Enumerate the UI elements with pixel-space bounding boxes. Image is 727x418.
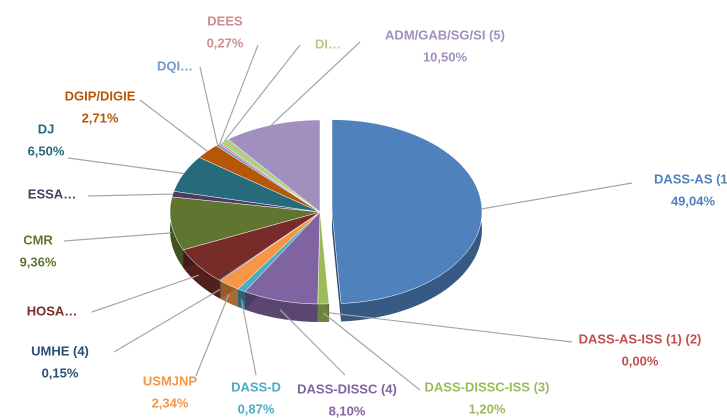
leader-line [279,309,346,376]
slice-name: USMJNP [143,373,198,388]
slice-name: DI… [315,36,341,51]
slice [227,119,321,213]
slice [182,211,321,281]
slice-value: 0,87% [238,401,275,416]
slice-value: 0,00% [622,353,659,368]
leader-line [195,293,230,377]
leader-line [271,41,361,126]
slice-name: ESSA… [28,186,76,201]
slice-name: ADM/GAB/SG/SI (5) [385,27,505,42]
slice-value: 2,34% [152,395,189,410]
leader-line [87,193,173,197]
slice-value: 10,50% [423,49,468,64]
slice-name: CMR [23,232,53,247]
slice [173,157,321,213]
slice-side [244,291,318,322]
leader-line [240,299,257,376]
leader-line [323,312,421,391]
slice-value: 0,27% [207,35,244,50]
slice-name: DASS-AS-ISS (1) (2) [579,331,702,346]
slice [169,196,321,251]
leader-line [113,289,221,353]
slice-value: 6,50% [28,143,65,158]
slice-side [317,303,330,322]
slice-name: UMHE (4) [31,343,89,358]
slice-value: 0,15% [42,365,79,380]
leader-line [219,44,259,144]
slice-name: DASS-D [231,379,281,394]
slice-value: 1,20% [469,401,506,416]
slice-value: 49,04% [671,193,716,208]
leader-line [63,232,172,242]
leader-line [328,312,573,343]
leader-line [67,157,184,175]
slice-side [331,211,342,322]
leader-line [199,66,219,145]
slice-name: DASS-AS (1) [654,171,727,186]
slice [244,211,321,305]
slice [331,119,483,304]
slice-name: DEES [207,13,243,28]
slice-name: DGIP/DIGIE [65,88,136,103]
slice-name: DASS-DISSC (4) [297,381,397,396]
leader-line [91,274,199,313]
slice-name: DASS-DISSC-ISS (3) [425,379,550,394]
slice-name: DJ [38,121,55,136]
slice-value: 9,36% [20,254,57,269]
slice-value: 2,71% [82,110,119,125]
leader-line [139,99,208,152]
leader-line [481,182,633,210]
leader-line [223,44,301,142]
slice-side [170,196,184,268]
slice-name: DQI… [157,58,193,73]
slice-name: HOSA… [27,303,78,318]
slice-value: 8,10% [329,403,366,418]
